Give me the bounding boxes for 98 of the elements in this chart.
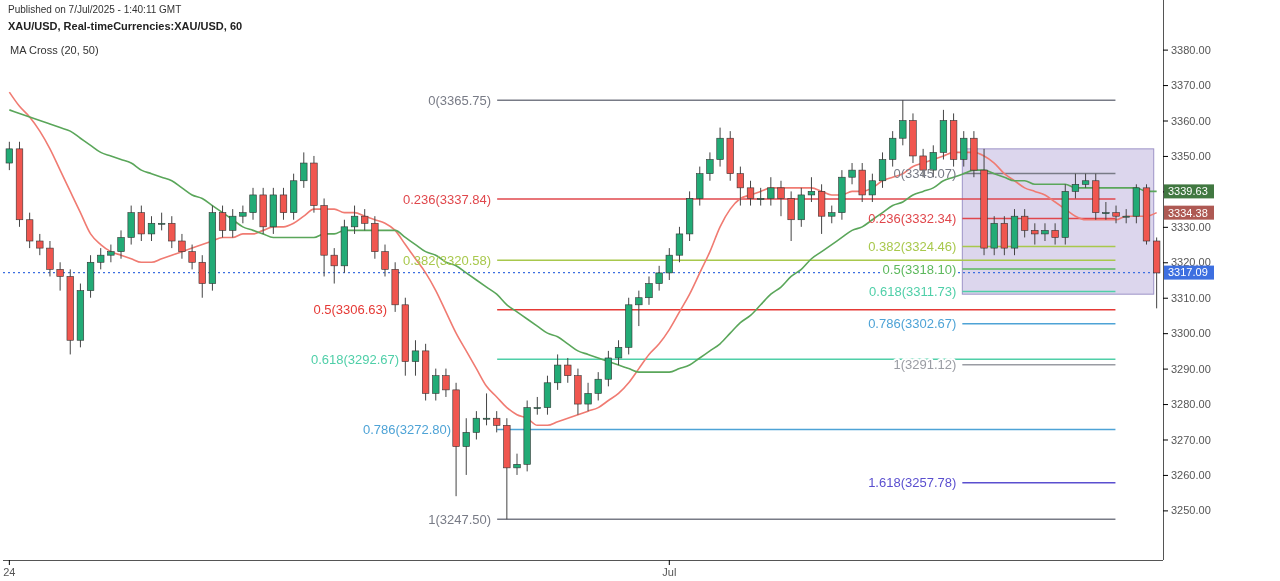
annotation: Published on 7/Jul/2025 - 1:40:11 GMT (8, 4, 182, 15)
candlestick (1071, 173, 1080, 199)
candlestick (97, 247, 105, 270)
y-tick-label: 3380.00 (1171, 43, 1211, 56)
candlestick (1102, 201, 1110, 221)
candlestick (46, 240, 54, 277)
candlestick (604, 350, 612, 387)
candlestick (655, 265, 663, 292)
line-series (8, 91, 1158, 427)
candlestick (300, 151, 308, 189)
y-tick-label: 3370.00 (1171, 79, 1211, 92)
candlestick (899, 99, 907, 146)
y-tick-label: 3300.00 (1171, 327, 1211, 340)
candlestick (1041, 222, 1049, 242)
candlestick (706, 151, 714, 182)
ref-line-label: 0.5(3318.10) (882, 261, 957, 277)
candlestick (168, 215, 176, 249)
candlestick (584, 382, 592, 412)
candlestick (381, 244, 389, 277)
candlestick (462, 417, 470, 476)
candlestick (960, 130, 968, 168)
ref-line-label: 3317.09 (1168, 266, 1208, 279)
ref-line-label: 0.618(3292.67) (310, 351, 400, 367)
text: XAU/USD, Real-timeCurrencies:XAU/USD, 60 (8, 20, 243, 32)
ref-line-label: 0(3365.75) (428, 92, 492, 108)
candlestick (432, 368, 440, 402)
candlestick (117, 229, 125, 260)
candlestick (746, 180, 755, 207)
candlestick (147, 215, 156, 242)
candlestick (807, 176, 816, 203)
candlestick (330, 247, 338, 285)
candlestick (614, 339, 623, 366)
ref-line-label: 0.5(3306.63) (313, 302, 388, 318)
candlestick (1031, 222, 1039, 246)
ref-line-label: 1(3291.12) (893, 357, 957, 373)
y-tick-label: 3360.00 (1171, 114, 1211, 127)
text: 3334.38 (1168, 206, 1208, 219)
candlestick (411, 339, 420, 377)
candlestick (198, 254, 206, 299)
candlestick (56, 261, 64, 292)
candlestick (178, 233, 186, 260)
candlestick (350, 205, 359, 235)
candlestick (777, 180, 785, 217)
candlestick (675, 226, 684, 263)
candlestick (26, 212, 34, 249)
candlestick (645, 275, 653, 306)
candlestick (787, 190, 795, 242)
y-tick-label: 3350.00 (1171, 149, 1211, 162)
ref-line-label: 0.236(3337.84) (402, 191, 492, 207)
candlestick (1021, 208, 1029, 238)
x-tick-label: 24 (3, 565, 16, 578)
candlestick (239, 205, 247, 224)
candlestick (218, 205, 227, 238)
candlestick (36, 233, 44, 256)
candlestick (5, 141, 13, 171)
candlestick (594, 371, 602, 402)
y-tick-label: 3260.00 (1171, 468, 1211, 481)
candlestick (249, 187, 257, 221)
candlestick (482, 392, 491, 426)
candlestick (665, 247, 673, 281)
candlestick (361, 208, 369, 231)
ref-line-label: 1(3247.50) (428, 511, 492, 527)
candlestick (868, 173, 876, 203)
candlestick (493, 410, 501, 433)
candlestick (554, 353, 562, 391)
y-tick-label: 3250.00 (1171, 504, 1211, 517)
y-tick-label: 3330.00 (1171, 220, 1211, 233)
candlestick (107, 244, 115, 263)
y-tick-label: 3310.00 (1171, 291, 1211, 304)
candlestick (229, 208, 237, 238)
candlestick (564, 357, 572, 384)
candlestick (878, 151, 887, 189)
candlestick (472, 410, 480, 440)
candlestick (767, 176, 775, 207)
candlestick (736, 166, 744, 207)
ref-line-label: 1.618(3257.78) (868, 475, 957, 491)
text: 3339.63 (1168, 185, 1208, 198)
candlestick (513, 453, 521, 476)
candlestick (137, 205, 145, 242)
candlestick (1051, 222, 1059, 246)
x-tick-label: Jul (662, 565, 677, 578)
candlestick (188, 244, 196, 270)
text: MA Cross (20, 50) (10, 44, 99, 56)
candlestick (848, 162, 856, 185)
ref-line-label: 0.382(3324.46) (868, 239, 957, 255)
candlestick (635, 290, 643, 327)
candlestick (716, 127, 724, 168)
candlestick (889, 130, 897, 168)
ref-line-label: 0.786(3302.67) (868, 316, 957, 332)
candlestick (442, 368, 450, 398)
ref-line-label: 0.786(3272.80) (362, 422, 452, 438)
y-tick-label: 3290.00 (1171, 362, 1211, 375)
ref-line-label: 0.618(3311.73) (869, 284, 957, 300)
candlestick (1112, 205, 1120, 224)
y-tick-label: 3270.00 (1171, 433, 1211, 446)
y-tick-label: 3320.00 (1171, 256, 1211, 269)
candlestick (279, 187, 288, 221)
y-tick-label: 3280.00 (1171, 398, 1211, 411)
